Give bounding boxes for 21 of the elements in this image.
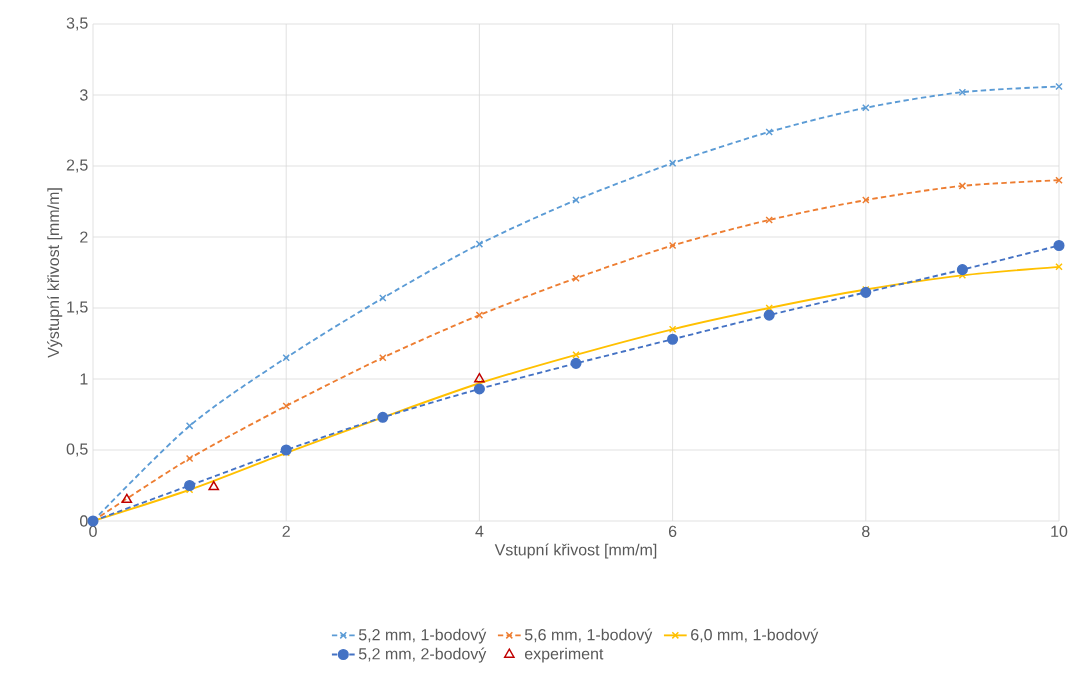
y-tick-label: 2,5 [66, 159, 88, 173]
y-tick-label: 2 [80, 231, 88, 243]
x-tick-label: 10 [1051, 525, 1068, 538]
x-axis-title: Vstupní křivost [mm/m] [494, 543, 657, 559]
y-tick-label: 3 [80, 89, 88, 101]
y-axis-title: Výstupní křivost [mm/m] [47, 188, 63, 358]
legend-label: experiment [524, 647, 604, 663]
legend-label: 5,6 mm, 1-bodový [524, 628, 653, 644]
y-tick-label: 1,5 [67, 301, 88, 315]
x-tick-label: 8 [862, 525, 870, 538]
x-tick-label: 2 [282, 525, 290, 537]
y-tick-label: 3,5 [66, 17, 88, 31]
legend-label: 5,2 mm, 1-bodový [358, 628, 487, 644]
y-tick-label: 0,5 [66, 443, 88, 457]
legend-label: 6,0 mm, 1-bodový [691, 628, 819, 644]
x-tick-label: 6 [668, 525, 677, 538]
y-tick-label: 1 [80, 373, 88, 385]
x-tick-label: 0 [89, 525, 97, 538]
legend-label: 5,2 mm, 2-bodový [358, 647, 487, 663]
x-tick-label: 4 [475, 525, 484, 537]
y-tick-label: 0 [80, 515, 88, 527]
